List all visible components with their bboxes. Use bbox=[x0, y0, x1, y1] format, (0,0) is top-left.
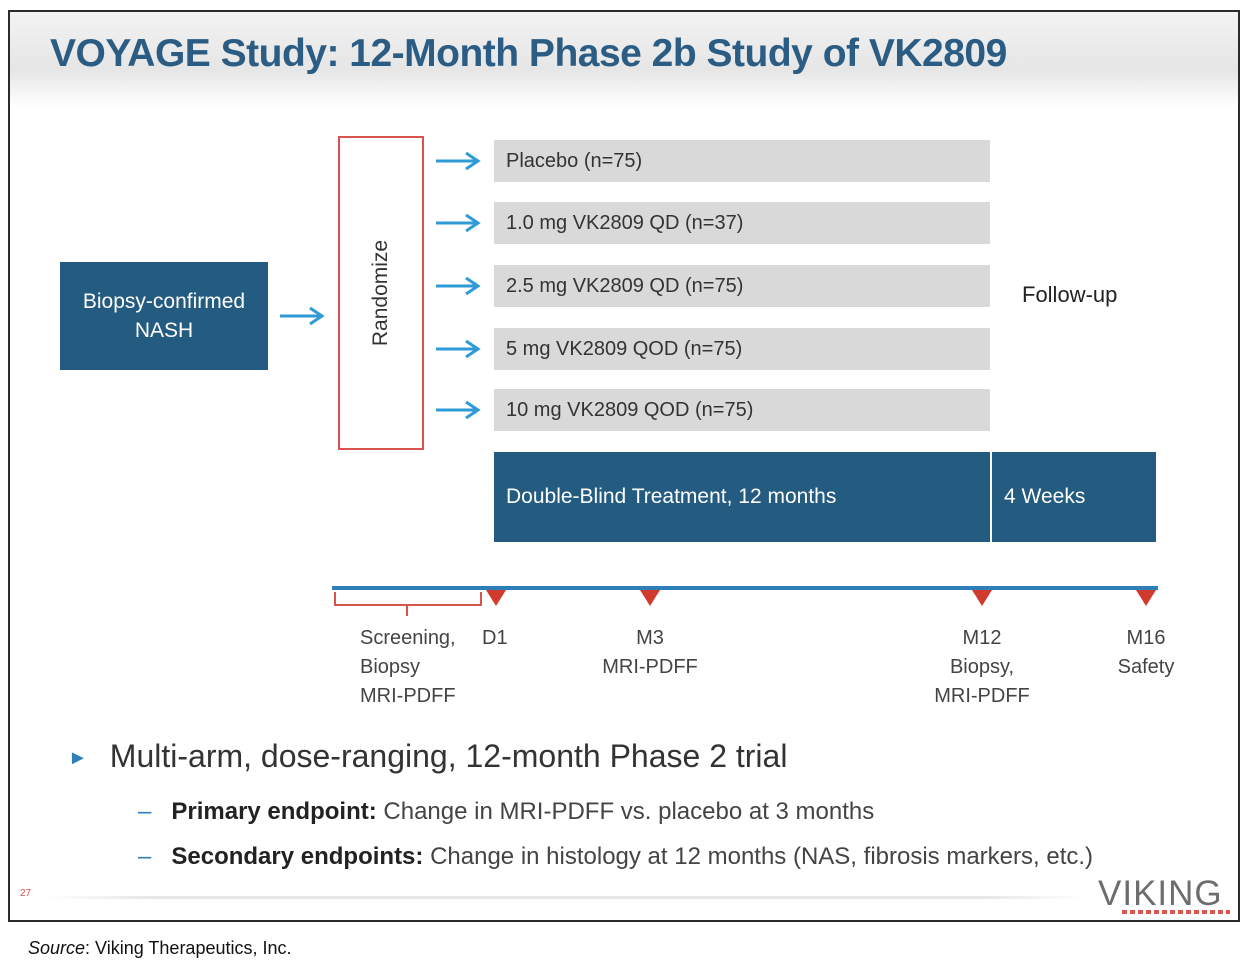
primary-text: Change in MRI-PDFF vs. placebo at 3 mont… bbox=[376, 798, 875, 825]
screening-bracket bbox=[334, 592, 482, 606]
source-caption: Source: Viking Therapeutics, Inc. bbox=[28, 938, 292, 959]
slide-title: VOYAGE Study: 12-Month Phase 2b Study of… bbox=[50, 32, 1007, 75]
logo-tagline-mark bbox=[1122, 910, 1230, 914]
arm-10mg: 10 mg VK2809 QOD (n=75) bbox=[494, 389, 990, 431]
triangle-bullet-icon: ► bbox=[68, 747, 88, 770]
timeline-label-m16: M16 Safety bbox=[1117, 627, 1175, 678]
randomize-box: Randomize bbox=[338, 136, 424, 450]
timeline-label-m3: M3 MRI-PDFF bbox=[602, 627, 698, 678]
source-text: : Viking Therapeutics, Inc. bbox=[85, 938, 292, 958]
bullet-secondary: – Secondary endpoints: Change in histolog… bbox=[138, 843, 1093, 871]
screening-bracket-tick bbox=[406, 606, 408, 616]
source-label: Source bbox=[28, 938, 86, 958]
timeline-axis bbox=[332, 586, 1158, 590]
marker-m3-icon bbox=[640, 590, 660, 606]
arm-placebo: Placebo (n=75) bbox=[494, 140, 990, 182]
treatment-bar: Double-Blind Treatment, 12 months bbox=[494, 452, 990, 542]
bullet-main-text: Multi-arm, dose-ranging, 12-month Phase … bbox=[109, 738, 788, 774]
population-line-1: Biopsy-confirmed bbox=[82, 290, 246, 313]
timeline-label-m12: M12 Biopsy, MRI-PDFF bbox=[934, 627, 1030, 707]
randomize-label: Randomize bbox=[369, 239, 392, 347]
arm-5mg: 5 mg VK2809 QOD (n=75) bbox=[494, 328, 990, 370]
viking-logo: VIKING bbox=[1098, 874, 1223, 913]
footer-divider bbox=[46, 896, 1086, 899]
population-line-2: NASH bbox=[134, 319, 194, 342]
title-band bbox=[10, 12, 1238, 108]
bullet-main: ► Multi-arm, dose-ranging, 12-month Phase… bbox=[68, 738, 787, 775]
page-number: 27 bbox=[20, 888, 32, 899]
secondary-label: Secondary endpoints: bbox=[171, 843, 424, 870]
population-box: Biopsy-confirmed NASH bbox=[60, 262, 268, 370]
arrow-right-icon bbox=[436, 276, 481, 296]
arrow-right-icon bbox=[436, 400, 481, 420]
slide: VOYAGE Study: 12-Month Phase 2b Study of… bbox=[8, 10, 1240, 922]
bullet-primary: – Primary endpoint: Change in MRI-PDFF vs… bbox=[138, 798, 874, 826]
dash-bullet-icon: – bbox=[138, 798, 152, 825]
dash-bullet-icon: – bbox=[138, 843, 152, 870]
followup-bar: 4 Weeks bbox=[992, 452, 1156, 542]
arrow-right-icon bbox=[436, 151, 481, 171]
timeline-label-screening: Screening, Biopsy MRI-PDFF bbox=[360, 627, 456, 707]
arrow-right-icon bbox=[436, 213, 481, 233]
primary-label: Primary endpoint: bbox=[171, 798, 377, 825]
arm-2-5mg: 2.5 mg VK2809 QD (n=75) bbox=[494, 265, 990, 307]
arrow-right-icon bbox=[436, 339, 481, 359]
timeline-label-d1: D1 bbox=[482, 627, 508, 649]
marker-m16-icon bbox=[1136, 590, 1156, 606]
arm-1mg: 1.0 mg VK2809 QD (n=37) bbox=[494, 202, 990, 244]
secondary-text: Change in histology at 12 months (NAS, f… bbox=[423, 843, 1094, 870]
follow-up-label: Follow-up bbox=[1022, 282, 1118, 307]
marker-d1-icon bbox=[486, 590, 506, 606]
arrow-right-icon bbox=[280, 306, 325, 326]
marker-m12-icon bbox=[972, 590, 992, 606]
